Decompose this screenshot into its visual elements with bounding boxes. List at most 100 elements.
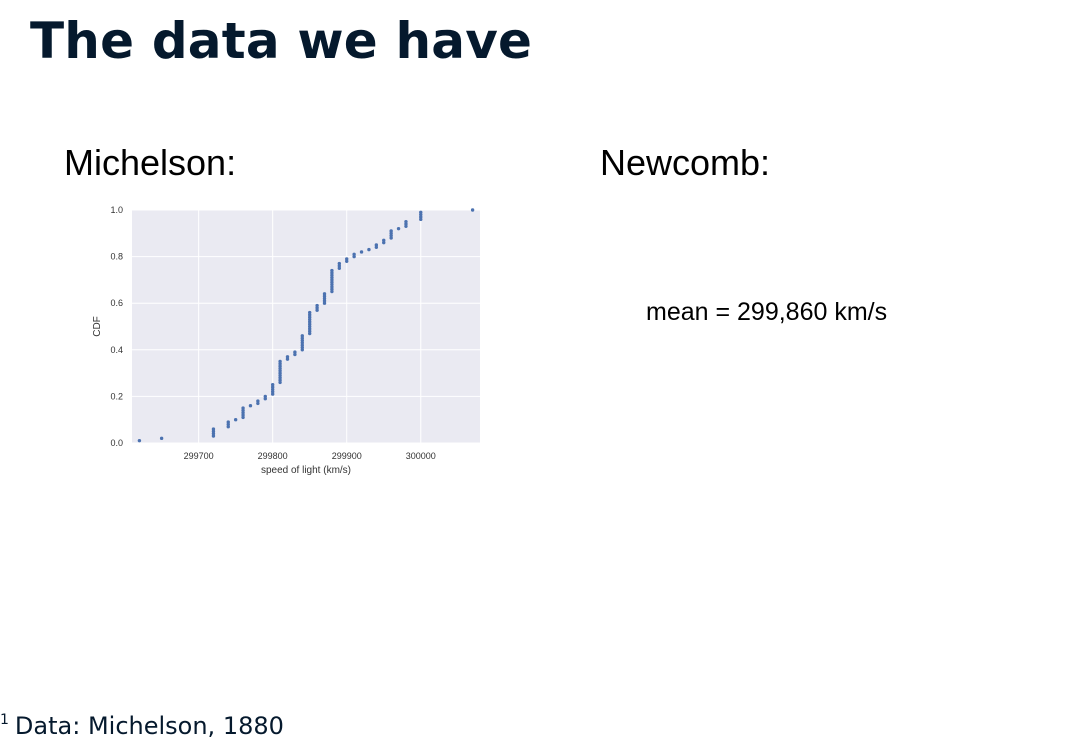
cdf-point [315, 306, 319, 310]
cdf-point [300, 348, 304, 352]
cdf-point [315, 308, 319, 312]
cdf-point [278, 366, 282, 371]
cdf-point [308, 317, 312, 322]
cdf-point [211, 431, 216, 436]
cdf-point [337, 261, 342, 266]
cdf-point [226, 422, 230, 427]
cdf-point [345, 259, 349, 263]
cdf-point [308, 310, 312, 315]
cdf-point [278, 369, 282, 373]
data-points [137, 208, 475, 443]
cdf-point [419, 212, 423, 217]
y-tick-label: 0.4 [110, 345, 123, 355]
cdf-point [270, 383, 275, 387]
y-tick-label: 0.6 [110, 298, 123, 308]
cdf-point [308, 322, 312, 326]
cdf-point [233, 418, 238, 422]
cdf-point [278, 371, 282, 375]
cdf-point [308, 331, 312, 336]
cdf-point [278, 378, 282, 382]
cdf-point [419, 215, 423, 219]
cdf-point [285, 355, 290, 359]
cdf-point [278, 362, 282, 366]
cdf-point [308, 313, 312, 317]
cdf-point [419, 217, 423, 222]
cdf-point [330, 268, 334, 273]
newcomb-heading: Newcomb: [600, 142, 771, 183]
cdf-point [300, 334, 304, 338]
cdf-point [308, 320, 312, 324]
tick-labels: 299700 299800 299900 300000 0.0 0.2 0.4 0.6 0.8 1… [110, 205, 435, 461]
cdf-point [330, 273, 334, 277]
cdf-point [263, 397, 267, 401]
cdf-point [308, 315, 312, 319]
x-axis-label: speed of light (km/s) [261, 465, 351, 476]
cdf-point [226, 424, 230, 429]
cdf-point [241, 411, 245, 415]
cdf-point [337, 266, 342, 270]
cdf-point [248, 404, 253, 408]
cdf-point [278, 373, 282, 378]
cdf-point [263, 394, 267, 399]
cdf-point [352, 254, 356, 259]
cdf-point [211, 427, 216, 431]
cdf-point [270, 385, 275, 389]
cdf-point [367, 247, 371, 252]
cdf-point [285, 357, 290, 361]
cdf-point [308, 329, 312, 333]
cdf-point [330, 280, 334, 284]
x-tick-label: 299700 [184, 451, 214, 461]
cdf-point [330, 285, 334, 289]
cdf-point [389, 231, 393, 235]
cdf-point [256, 399, 260, 403]
cdf-point [278, 376, 282, 380]
cdf-point [300, 345, 304, 350]
footnote-text: Data: Michelson, 1880 [14, 712, 284, 740]
cdf-point [330, 275, 334, 280]
cdf-point [137, 438, 142, 443]
cdf-point [270, 387, 275, 392]
cdf-point [374, 245, 379, 249]
cdf-point [308, 324, 312, 329]
cdf-point [389, 233, 393, 238]
cdf-point [300, 341, 304, 345]
cdf-point [389, 236, 393, 240]
y-axis-label: CDF [92, 316, 103, 337]
michelson-heading: Michelson: [64, 142, 237, 183]
cdf-point [293, 350, 297, 354]
cdf-point [278, 380, 282, 385]
cdf-point [300, 343, 304, 347]
cdf-point [396, 226, 401, 231]
cdf-point [159, 436, 164, 441]
cdf-point [419, 210, 423, 215]
cdf-point [404, 222, 408, 226]
cdf-point [322, 292, 327, 296]
x-tick-label: 299800 [258, 451, 288, 461]
cdf-point [278, 364, 282, 368]
y-tick-label: 0.8 [110, 252, 123, 262]
cdf-point [470, 208, 475, 212]
cdf-point [352, 252, 356, 256]
footnote-marker: 1 [0, 712, 9, 728]
cdf-point [322, 296, 327, 301]
cdf-point [300, 338, 304, 343]
cdf-point [382, 240, 386, 245]
y-tick-label: 1.0 [110, 205, 123, 215]
cdf-point [241, 408, 245, 413]
cdf-point [374, 243, 379, 247]
footnote: 1 Data: Michelson, 1880 [0, 712, 284, 740]
cdf-point [345, 257, 349, 261]
y-tick-label: 0.2 [110, 391, 123, 401]
cdf-point [211, 434, 216, 438]
cdf-point [330, 282, 334, 287]
x-tick-label: 300000 [406, 451, 436, 461]
newcomb-mean-text: mean = 299,860 km/s [646, 298, 888, 326]
x-tick-label: 299900 [332, 451, 362, 461]
cdf-point [241, 413, 245, 417]
cdf-point [211, 429, 216, 434]
cdf-point [300, 336, 304, 340]
cdf-point [359, 250, 364, 254]
cdf-point [404, 224, 408, 229]
cdf-point [404, 219, 408, 224]
cdf-point [241, 406, 245, 410]
